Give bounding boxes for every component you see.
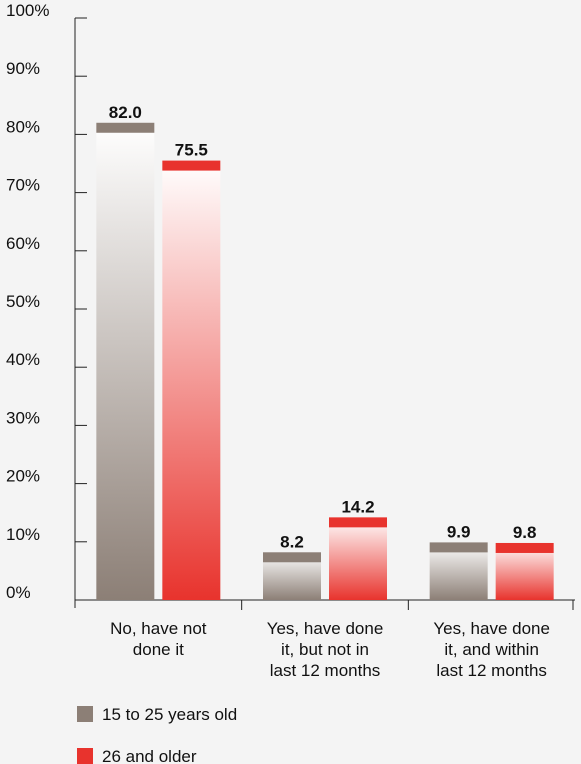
data-label: 82.0 (109, 103, 142, 122)
x-category-label: Yes, have done (267, 619, 384, 638)
y-tick-label: 60% (6, 234, 40, 253)
x-category-label: it, and within (444, 640, 539, 659)
bar-cap (96, 122, 155, 133)
y-tick-label: 40% (6, 350, 40, 369)
data-label: 8.2 (280, 532, 304, 551)
legend-label: 26 and older (102, 747, 197, 764)
data-label: 14.2 (341, 497, 374, 516)
y-tick-label: 10% (6, 525, 40, 544)
bar-cap (495, 542, 554, 553)
bar-cap (429, 542, 488, 553)
x-category-label: No, have not (110, 619, 207, 638)
y-tick-label: 50% (6, 292, 40, 311)
y-tick-label: 30% (6, 408, 40, 427)
legend-swatch (77, 748, 93, 764)
x-axis-labels: No, have not done it Yes, have done it, but… (110, 619, 550, 680)
legend: 15 to 25 years old 26 and older (77, 705, 237, 764)
data-label: 9.8 (513, 523, 537, 542)
legend-label: 15 to 25 years old (102, 705, 237, 724)
y-tick-label: 70% (6, 176, 40, 195)
bar-15-25-0 (96, 122, 155, 600)
bar-cap (263, 552, 321, 563)
y-tick-label: 100% (6, 1, 49, 20)
y-tick-label: 20% (6, 467, 40, 486)
x-category-label: it, but not in (281, 640, 369, 659)
y-tick-label: 0% (6, 583, 31, 602)
x-category-label: done it (133, 640, 184, 659)
y-axis: 0% 10% 20% 30% 40% 50% 60% 70% 80% 90% 100% (6, 1, 575, 610)
bar-cap (162, 160, 221, 171)
y-tick-label: 80% (6, 117, 40, 136)
bar-26-older-0 (162, 160, 221, 600)
x-category-label: last 12 months (270, 661, 381, 680)
data-label: 75.5 (175, 141, 208, 160)
data-label: 9.9 (447, 522, 471, 541)
legend-swatch (77, 706, 93, 722)
x-category-label: last 12 months (436, 661, 547, 680)
bar-cap (329, 517, 387, 528)
bars: 82.0 75.5 8.2 14.2 9.9 9.8 (96, 103, 554, 600)
x-category-label: Yes, have done (433, 619, 550, 638)
y-tick-label: 90% (6, 59, 40, 78)
bar-26-older-1 (329, 517, 387, 600)
